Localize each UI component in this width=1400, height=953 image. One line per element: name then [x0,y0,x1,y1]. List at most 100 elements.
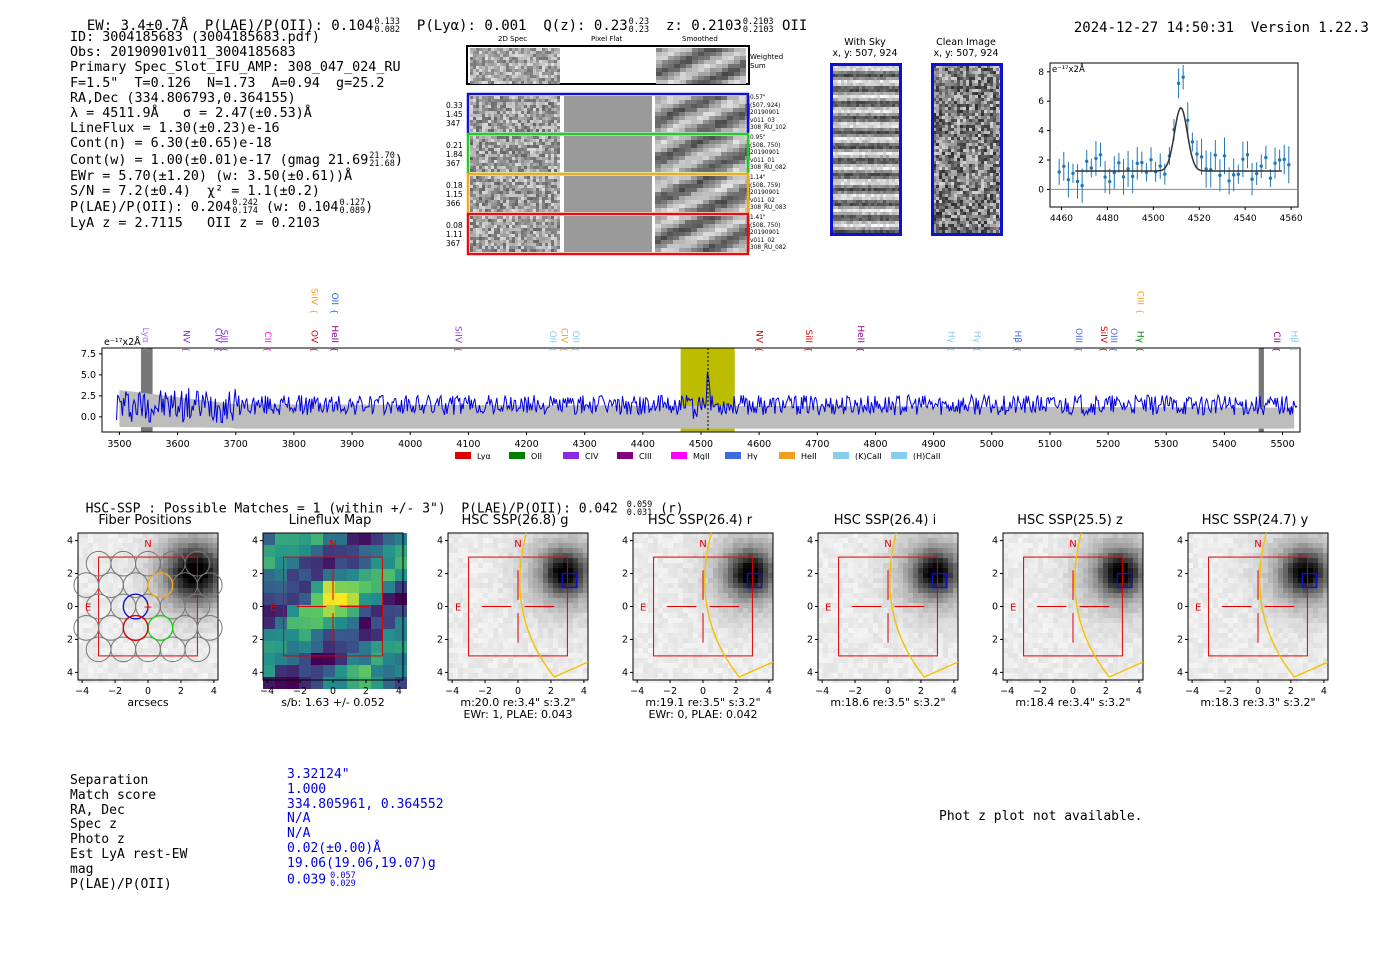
info-params: F=1.5" T=0.126 N=1.73 A=0.94 g=25.2 [70,75,385,91]
cutout-stat-value: 1.11 [446,230,463,239]
zoom-xtick: 4500 [1142,214,1165,224]
spectrum-xtick: 3700 [224,439,248,450]
galaxy-ellipse [1074,532,1144,678]
compass-north: N [1069,539,1076,550]
zoom-point [1250,177,1254,181]
spectral-line-label: Hβ [1288,330,1298,343]
compass-north: N [329,539,336,550]
match-value: N/A [287,811,444,827]
hsc-panel-caption: m:18.4 re:3.4" s:3.2" [998,697,1148,709]
hsc-ytick: −2 [67,634,73,645]
hsc-xtick: 4 [396,686,402,697]
zoom-point [1080,183,1084,188]
spectrum-xtick: 5200 [1096,439,1120,450]
zoom-point [1259,164,1263,168]
spectral-line-label: HeII [329,325,339,343]
header-qz-hi: 0.23 [628,17,650,27]
hsc-ytick: −4 [252,667,258,678]
hsc-panel-image: + N E 4 2 0 −2 −4−4 −2 0 2 4 [67,532,223,697]
header-z-lo: 0.2103 [742,25,774,35]
hsc-ytick: 2 [67,569,73,580]
spectrum-ytick: 0.0 [81,412,96,423]
zoom-xtick: 4460 [1050,214,1073,224]
zoom-point [1103,175,1107,179]
hsc-ytick: 0 [252,602,258,613]
zoom-point [1227,179,1231,183]
zoom-point [1268,176,1273,180]
spectral-line-label: CIV [559,328,569,344]
cutout-meta: 1.41" (508, 750) 20190901 v011_02 308_RU_082 [750,215,786,253]
zoom-xtick: 4560 [1280,214,1303,224]
header-z-line: OII [782,18,808,34]
row-flat-cutout [562,176,655,212]
hsc-ytick: 4 [622,536,628,547]
zoom-point [1094,156,1098,161]
search-box [653,556,753,657]
compass-east: E [1010,603,1016,614]
match-value-text: N/A [287,811,311,827]
catalog-match-box [931,572,948,589]
cutout-meta-value: v011_02 [750,197,775,204]
row-smooth-cutout [655,176,750,212]
spectrum-xtick: 5000 [980,439,1004,450]
zoom-fit-curve [1075,106,1282,172]
fiber-highlight [147,572,174,599]
spectral-line-bracket: { [1289,347,1298,352]
with-sky-image [830,63,902,236]
hsc-xtick: 2 [1288,686,1294,697]
hsc-ytick: 0 [622,602,628,613]
zoom-point [1181,75,1185,79]
cutout-stat-value: 1.84 [446,150,463,159]
header-version: Version 1.22.3 [1250,20,1369,36]
info-lya: LyA z = 2.7115 OII z = 0.2103 [70,216,320,232]
match-label: RA, Dec [70,802,125,818]
row-2d-cutout [470,216,560,252]
info-plae-w-hi: 0.127 [339,198,366,209]
legend-label: OII [531,452,542,460]
legend-label: CIV [585,452,599,460]
hsc-caption-line: EWr: 0, PLAE: 0.042 [648,708,758,721]
info-ewr: EWr = 5.70(±1.20) (w: 3.50(±0.61))Å [70,168,353,184]
hsc-xtick: 4 [211,686,217,697]
spectral-line-label: CIII [1134,291,1144,305]
spectral-line-bracket: { [1074,347,1083,352]
zoom-point [1066,177,1071,182]
photz-message: Phot z plot not available. [939,809,1143,824]
info-plae-w-end: ) [365,200,374,216]
hsc-ytick: −2 [992,634,998,645]
hsc-panel-image: N E 4 2 0 −2 −4−4 −2 0 2 4 [437,532,589,697]
legend-swatch [671,452,687,459]
spectral-line-label: SiIV [453,326,463,344]
hsc-xtick: 4 [1321,686,1327,697]
zoom-point [1204,167,1208,171]
cutout-meta: 0.95" (508, 750) 20190901 v011_01 308_RU_082 [750,135,786,173]
spectral-line-bracket: { [972,347,981,352]
compass-east: E [270,603,276,614]
spectral-line-label: NV [753,330,763,344]
cutout-stats: 0.21 1.84 367 [446,141,463,168]
match-value-text: 0.039 [287,872,327,888]
spectral-line-bracket: { [856,347,865,352]
spectral-line-bracket: { [754,347,763,352]
cutout-meta-value: 0.95" [750,135,766,141]
clean-image-header: Clean Image x, y: 507, 924 [930,37,1002,59]
spectral-line-bracket: { [946,347,955,352]
zoom-point [1135,161,1139,166]
spectrum-xtick: 4400 [631,439,655,450]
spectrum-xtick: 4100 [456,439,480,450]
zoom-point [1126,167,1130,171]
hsc-panel-image: N E 4 2 0 −2 −4−4 −2 0 2 4 [622,532,774,697]
spectrum-xtick: 5500 [1270,439,1294,450]
masked-band [140,348,153,432]
cutout-stat-value: 367 [446,159,461,168]
compass-east: E [640,603,646,614]
match-label: Separation [70,773,149,788]
catalog-match-box [1301,572,1318,589]
zoom-point [1117,161,1121,165]
row-smooth-cutout [655,216,750,252]
cutout-meta-value: 1.14" [750,175,766,181]
spectrum-xtick: 4500 [689,439,713,450]
cutout-col-flat: Pixel Flat [591,35,623,43]
header-summary: EW: 3.4±0.7Å P(LAE)/P(OII): 0.104 0.133 0.… [70,2,808,35]
match-plae-hi: 0.057 [330,870,356,881]
